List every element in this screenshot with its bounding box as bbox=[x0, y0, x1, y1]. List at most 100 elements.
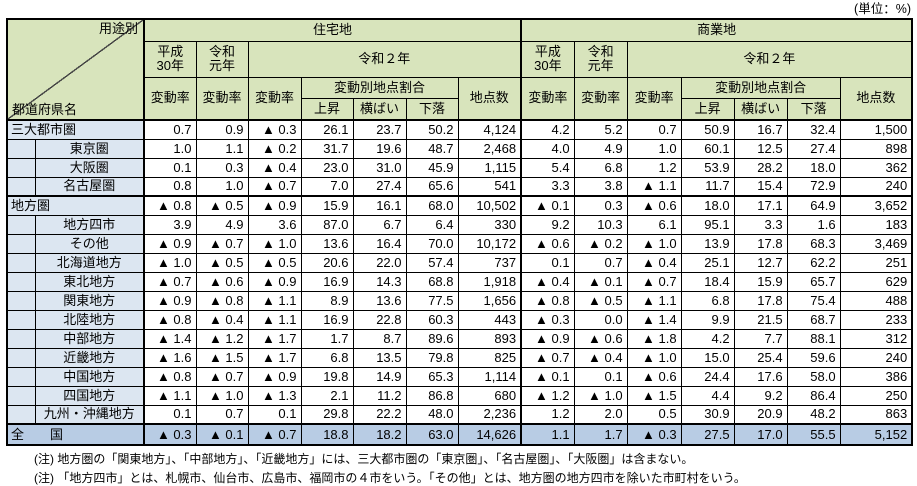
data-cell-res-points: 10,172 bbox=[457, 233, 522, 254]
data-cell-com-flat: 28.2 bbox=[733, 157, 788, 178]
data-cell-res-up: 16.9 bbox=[300, 309, 354, 330]
row-label: 関東地方 bbox=[34, 290, 145, 311]
data-cell-com-points: 312 bbox=[839, 328, 913, 349]
data-cell-res-rate-h30: ▲ 0.8 bbox=[143, 309, 197, 330]
res-rate-r2-header: 変動率 bbox=[247, 76, 302, 121]
data-cell-res-flat: 8.7 bbox=[352, 328, 407, 349]
data-cell-com-points: 240 bbox=[839, 176, 913, 197]
footnote-2: (注) 「地方四市」とは、札幌市、仙台市、広島市、福岡市の４市をいう。「その他」… bbox=[34, 471, 746, 485]
data-cell-res-flat: 13.5 bbox=[352, 347, 407, 368]
data-cell-res-points: 737 bbox=[457, 252, 522, 273]
row-label: 九州・沖縄地方 bbox=[34, 404, 145, 425]
data-cell-res-rate-r1: ▲ 1.5 bbox=[195, 347, 249, 368]
data-cell-res-rate-h30: ▲ 1.1 bbox=[143, 385, 197, 406]
data-cell-com-rate-h30: ▲ 0.1 bbox=[520, 195, 575, 216]
data-cell-res-rate-r2: 0.1 bbox=[247, 404, 302, 425]
data-cell-com-flat: 3.3 bbox=[733, 214, 788, 235]
land-price-table: 用途別 都道府県名 住宅地 商業地 平成 30年 令和 元年 令和２年 平成 3… bbox=[6, 18, 914, 446]
data-cell-res-flat: 19.6 bbox=[352, 138, 407, 159]
data-cell-res-up: 26.1 bbox=[300, 119, 354, 140]
row-label: その他 bbox=[34, 233, 145, 254]
data-cell-com-rate-r1: ▲ 0.5 bbox=[573, 290, 628, 311]
data-cell-res-rate-r2: ▲ 1.0 bbox=[247, 233, 302, 254]
data-cell-res-flat: 27.4 bbox=[352, 176, 407, 197]
data-cell-res-flat: 13.6 bbox=[352, 290, 407, 311]
row-label: 東京圏 bbox=[34, 138, 145, 159]
row-label: 北陸地方 bbox=[34, 309, 145, 330]
com-year-r1-header: 令和 元年 bbox=[573, 40, 628, 78]
res-year-r1-header: 令和 元年 bbox=[195, 40, 249, 78]
row-indent bbox=[6, 385, 36, 406]
data-cell-res-rate-r2: ▲ 0.4 bbox=[247, 157, 302, 178]
data-cell-com-up: 4.4 bbox=[680, 385, 735, 406]
data-cell-com-down: 88.1 bbox=[786, 328, 841, 349]
data-cell-res-up: 2.1 bbox=[300, 385, 354, 406]
data-cell-res-flat: 14.3 bbox=[352, 271, 407, 292]
data-cell-res-rate-h30: ▲ 0.8 bbox=[143, 195, 197, 216]
data-cell-res-rate-r1: ▲ 0.8 bbox=[195, 290, 249, 311]
data-cell-com-points: 362 bbox=[839, 157, 913, 178]
data-cell-res-rate-r1: 1.1 bbox=[195, 138, 249, 159]
data-cell-com-up: 18.0 bbox=[680, 195, 735, 216]
data-cell-res-up: 13.6 bbox=[300, 233, 354, 254]
row-label: 名古屋圏 bbox=[34, 176, 145, 197]
data-cell-com-points: 898 bbox=[839, 138, 913, 159]
data-cell-res-rate-r2: ▲ 0.2 bbox=[247, 138, 302, 159]
data-cell-com-rate-r1: 0.0 bbox=[573, 309, 628, 330]
data-cell-com-rate-h30: 5.4 bbox=[520, 157, 575, 178]
data-cell-com-points: 5,152 bbox=[839, 423, 913, 446]
table-row: 九州・沖縄地方 0.1 0.7 0.1 29.8 22.2 48.0 2,236 1.2 2.0 0… bbox=[6, 404, 913, 425]
data-cell-com-flat: 9.2 bbox=[733, 385, 788, 406]
data-cell-com-flat: 15.9 bbox=[733, 271, 788, 292]
data-cell-res-up: 1.7 bbox=[300, 328, 354, 349]
data-cell-com-up: 9.9 bbox=[680, 309, 735, 330]
data-cell-res-rate-r2: ▲ 1.1 bbox=[247, 290, 302, 311]
data-cell-res-down: 68.0 bbox=[405, 195, 459, 216]
data-cell-com-up: 25.1 bbox=[680, 252, 735, 273]
table-row: 近畿地方 ▲ 1.6 ▲ 1.5 ▲ 1.7 6.8 13.5 79.8 825 ▲ 0.7 ▲ … bbox=[6, 347, 913, 368]
data-cell-com-rate-h30: 3.3 bbox=[520, 176, 575, 197]
data-cell-res-rate-r1: ▲ 0.4 bbox=[195, 309, 249, 330]
data-cell-res-rate-r2: ▲ 1.7 bbox=[247, 328, 302, 349]
data-cell-com-down: 18.0 bbox=[786, 157, 841, 178]
row-label: 全 国 bbox=[6, 423, 145, 446]
data-cell-com-flat: 16.7 bbox=[733, 119, 788, 140]
com-rate-r1-header: 変動率 bbox=[573, 76, 628, 121]
data-cell-com-rate-r2: ▲ 0.6 bbox=[626, 366, 682, 387]
row-label: 中国地方 bbox=[34, 366, 145, 387]
row-label: 近畿地方 bbox=[34, 347, 145, 368]
res-points-header: 地点数 bbox=[457, 76, 522, 121]
data-cell-res-down: 63.0 bbox=[405, 423, 459, 446]
table-row: 東京圏 1.0 1.1 ▲ 0.2 31.7 19.6 48.7 2,468 4.0 4.9 1.0… bbox=[6, 138, 913, 159]
table-row: 中部地方 ▲ 1.4 ▲ 1.2 ▲ 1.7 1.7 8.7 89.6 893 ▲ 0.9 ▲ 0… bbox=[6, 328, 913, 349]
res-year-r2-header: 令和２年 bbox=[247, 40, 522, 78]
data-cell-com-up: 24.4 bbox=[680, 366, 735, 387]
data-cell-com-rate-r2: ▲ 0.4 bbox=[626, 252, 682, 273]
data-cell-res-rate-h30: ▲ 1.4 bbox=[143, 328, 197, 349]
data-cell-res-points: 680 bbox=[457, 385, 522, 406]
res-share-group-header: 変動別地点割合 bbox=[300, 76, 459, 99]
data-cell-com-up: 50.9 bbox=[680, 119, 735, 140]
commercial-section-header: 商業地 bbox=[520, 18, 913, 42]
data-cell-com-down: 68.3 bbox=[786, 233, 841, 254]
data-cell-com-down: 62.2 bbox=[786, 252, 841, 273]
row-indent bbox=[6, 252, 36, 273]
data-cell-res-rate-h30: 0.1 bbox=[143, 404, 197, 425]
data-cell-res-rate-r2: ▲ 0.7 bbox=[247, 176, 302, 197]
data-cell-res-rate-r2: ▲ 0.9 bbox=[247, 271, 302, 292]
data-cell-com-points: 3,652 bbox=[839, 195, 913, 216]
row-indent bbox=[6, 366, 36, 387]
table-row: 地方圏 ▲ 0.8 ▲ 0.5 ▲ 0.9 15.9 16.1 68.0 10,502 ▲ 0.… bbox=[6, 195, 913, 216]
data-cell-com-rate-r2: ▲ 1.0 bbox=[626, 233, 682, 254]
row-indent bbox=[6, 347, 36, 368]
data-cell-res-down: 6.4 bbox=[405, 214, 459, 235]
data-cell-res-rate-r1: 0.7 bbox=[195, 404, 249, 425]
res-year-h30-header: 平成 30年 bbox=[143, 40, 197, 78]
data-cell-com-flat: 12.5 bbox=[733, 138, 788, 159]
data-cell-res-rate-r2: ▲ 0.7 bbox=[247, 423, 302, 446]
data-cell-com-down: 75.4 bbox=[786, 290, 841, 311]
data-cell-res-down: 65.3 bbox=[405, 366, 459, 387]
table-header: 用途別 都道府県名 住宅地 商業地 平成 30年 令和 元年 令和２年 平成 3… bbox=[6, 18, 913, 121]
data-cell-res-up: 7.0 bbox=[300, 176, 354, 197]
row-label: 地方圏 bbox=[6, 195, 145, 216]
